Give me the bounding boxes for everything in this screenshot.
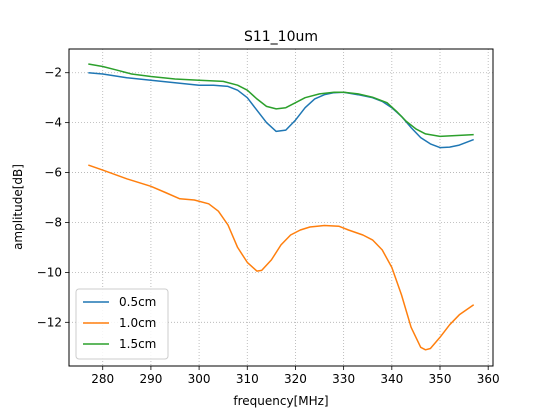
y-tick-label: −10 bbox=[37, 265, 62, 279]
chart-title: S11_10um bbox=[244, 29, 318, 45]
series-line-1.0cm bbox=[88, 164, 475, 351]
series-line-0.5cm bbox=[88, 71, 474, 149]
y-tick-label: −4 bbox=[44, 116, 62, 130]
x-tick-label: 310 bbox=[236, 372, 259, 386]
legend-box bbox=[75, 288, 169, 360]
y-axis-label: amplitude[dB] bbox=[11, 164, 25, 250]
x-tick-label: 340 bbox=[380, 372, 403, 386]
x-tick-label: 300 bbox=[188, 372, 211, 386]
legend-label: 1.5cm bbox=[119, 337, 156, 351]
y-tick-label: −2 bbox=[44, 66, 62, 80]
x-axis-ticks: 280 290 300 310 320 330 340 350 360 bbox=[91, 366, 500, 386]
x-tick-label: 290 bbox=[139, 372, 162, 386]
x-tick-label: 280 bbox=[91, 372, 114, 386]
legend-label: 0.5cm bbox=[119, 295, 156, 309]
y-tick-label: −6 bbox=[44, 166, 62, 180]
x-axis-label: frequency[MHz] bbox=[233, 394, 328, 408]
legend: 0.5cm 1.0cm 1.5cm bbox=[75, 288, 169, 360]
series-line-1.5cm bbox=[88, 63, 474, 138]
y-tick-label: −8 bbox=[44, 215, 62, 229]
legend-label: 1.0cm bbox=[119, 316, 156, 330]
x-tick-label: 350 bbox=[429, 372, 452, 386]
series-lines bbox=[88, 63, 475, 351]
x-tick-label: 330 bbox=[332, 372, 355, 386]
x-tick-label: 320 bbox=[284, 372, 307, 386]
y-tick-label: −12 bbox=[37, 315, 62, 329]
plot-frame bbox=[68, 48, 494, 367]
y-axis-ticks: −2 −4 −6 −8 −10 −12 bbox=[37, 66, 69, 329]
x-tick-label: 360 bbox=[477, 372, 500, 386]
